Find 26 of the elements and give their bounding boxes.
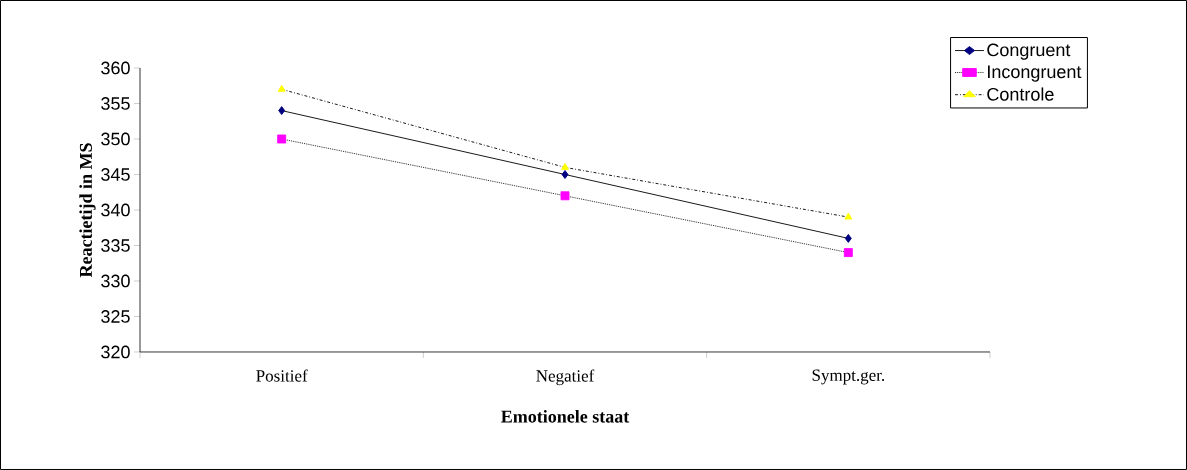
x-tick-label: Positief xyxy=(256,369,308,382)
y-tick-label: 325 xyxy=(101,310,130,323)
point xyxy=(561,162,569,170)
point xyxy=(277,134,287,144)
point xyxy=(561,170,569,179)
y-tick-label: 330 xyxy=(101,274,130,288)
y-tick-label: 355 xyxy=(101,97,130,110)
point xyxy=(560,191,570,201)
point xyxy=(277,84,286,92)
point xyxy=(843,248,853,258)
x-tick-label: Negatief xyxy=(536,369,595,386)
point xyxy=(844,233,852,243)
y-tick-label: 360 xyxy=(101,61,130,75)
legend-label: Controle xyxy=(987,87,1054,101)
point xyxy=(844,212,853,220)
x-axis-title: Emotionele staat xyxy=(501,409,630,423)
y-tick-label: 320 xyxy=(101,345,130,359)
x-tick-label: Sympt.ger. xyxy=(812,369,885,385)
y-tick-label: 350 xyxy=(101,132,130,146)
point xyxy=(278,106,286,116)
legend-label: Incongruent xyxy=(988,65,1082,82)
y-tick-label: 340 xyxy=(101,203,130,217)
legend-label: Congruent xyxy=(987,43,1071,60)
y-axis-title: Reactietijd in MS xyxy=(79,143,96,278)
y-tick-label: 335 xyxy=(101,239,130,252)
y-tick-label: 345 xyxy=(101,168,130,181)
